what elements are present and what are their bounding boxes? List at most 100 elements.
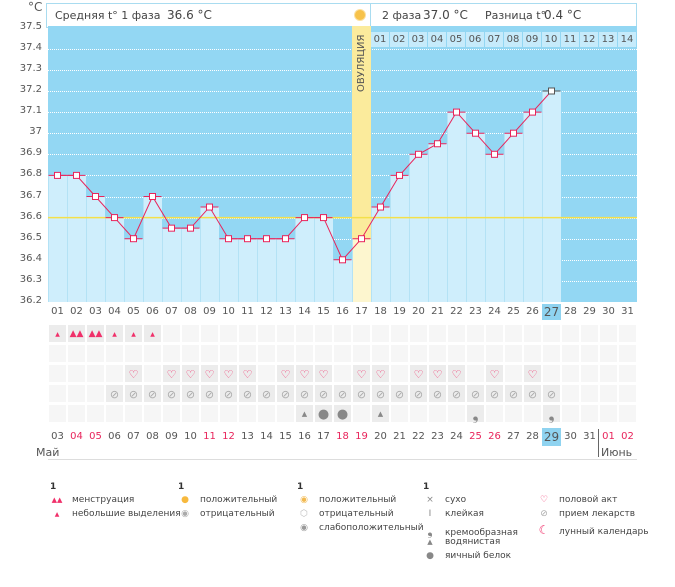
pill-icon[interactable]: ⊘ (219, 384, 238, 403)
pill-icon[interactable]: ⊘ (333, 384, 352, 403)
spotting-icon[interactable]: ▲ (105, 324, 124, 343)
calendar-date: 07 (127, 431, 140, 442)
temperature-point[interactable] (92, 193, 99, 200)
spotting-icon[interactable]: ▲ (124, 324, 143, 343)
y-tick-label: 37.5 (19, 20, 42, 32)
menstruation-icon[interactable]: ▲▲ (67, 324, 86, 343)
egg-white-icon[interactable]: ● (314, 404, 333, 423)
temperature-point[interactable] (301, 214, 308, 222)
y-tick-label: 37.1 (19, 105, 42, 117)
menstruation-icon[interactable]: ▲▲ (86, 324, 105, 343)
temperature-point[interactable] (225, 235, 232, 243)
heart-icon[interactable]: ♡ (428, 364, 447, 383)
temperature-point[interactable] (263, 235, 270, 243)
temperature-point[interactable] (54, 171, 61, 179)
pill-icon[interactable]: ⊘ (447, 384, 466, 403)
temperature-point[interactable] (358, 235, 365, 243)
cycle-day-label: 30 (602, 306, 615, 317)
heart-icon[interactable]: ♡ (352, 364, 371, 383)
temperature-point[interactable] (244, 235, 251, 243)
pill-icon[interactable]: ⊘ (181, 384, 200, 403)
heart-icon[interactable]: ♡ (314, 364, 333, 383)
pill-icon[interactable]: ⊘ (124, 384, 143, 403)
temperature-point[interactable] (149, 193, 156, 200)
cycle-day-label: 21 (431, 306, 444, 317)
empty-cell (333, 364, 352, 383)
pill-icon[interactable]: ⊘ (409, 384, 428, 403)
spotting-icon[interactable]: ▲ (143, 324, 162, 343)
pill-icon[interactable]: ⊘ (314, 384, 333, 403)
temperature-point[interactable] (529, 108, 536, 116)
heart-icon[interactable]: ♡ (181, 364, 200, 383)
legend-item-label: водянистая (445, 537, 501, 547)
temperature-point[interactable] (320, 214, 327, 222)
temperature-point[interactable] (491, 150, 498, 158)
cycle-day-label: 10 (222, 306, 235, 317)
pill-icon[interactable]: ⊘ (428, 384, 447, 403)
egg-white-icon[interactable]: ● (333, 404, 352, 423)
ovulation-positive-icon: ● (181, 495, 189, 505)
empty-cell (257, 364, 276, 383)
spotting-icon[interactable]: ▲ (48, 324, 67, 343)
heart-icon[interactable]: ♡ (523, 364, 542, 383)
creamy-icon[interactable]: ❟ (542, 404, 561, 424)
heart-icon[interactable]: ♡ (485, 364, 504, 383)
empty-cell (542, 364, 561, 383)
temperature-point[interactable] (282, 235, 289, 243)
empty-cell (181, 344, 200, 363)
temperature-point[interactable] (434, 140, 441, 148)
pill-icon[interactable]: ⊘ (276, 384, 295, 403)
heart-icon[interactable]: ♡ (295, 364, 314, 383)
pill-icon[interactable]: ⊘ (200, 384, 219, 403)
temperature-point[interactable] (453, 108, 460, 116)
pill-icon[interactable]: ⊘ (485, 384, 504, 403)
pill-icon[interactable]: ⊘ (105, 384, 124, 403)
temperature-point[interactable] (339, 256, 346, 264)
pill-icon[interactable]: ⊘ (295, 384, 314, 403)
temperature-point[interactable] (396, 171, 403, 179)
y-unit: °C (28, 0, 43, 14)
pill-icon[interactable]: ⊘ (542, 384, 561, 403)
pill-icon[interactable]: ⊘ (390, 384, 409, 403)
creamy-icon[interactable]: ❟ (466, 404, 485, 424)
pill-icon[interactable]: ⊘ (143, 384, 162, 403)
temperature-point[interactable] (548, 87, 555, 95)
temperature-point[interactable] (510, 129, 517, 137)
pill-icon[interactable]: ⊘ (466, 384, 485, 403)
watery-icon[interactable]: ▲ (295, 404, 314, 423)
empty-cell (599, 364, 618, 383)
heart-icon[interactable]: ♡ (162, 364, 181, 383)
heart-icon[interactable]: ♡ (219, 364, 238, 383)
pill-icon[interactable]: ⊘ (352, 384, 371, 403)
temperature-point[interactable] (187, 224, 194, 232)
pill-icon[interactable]: ⊘ (523, 384, 542, 403)
temperature-point[interactable] (168, 224, 175, 232)
heart-icon[interactable]: ♡ (276, 364, 295, 383)
pill-icon[interactable]: ⊘ (257, 384, 276, 403)
cycle-day-label: 28 (564, 306, 577, 317)
empty-cell (504, 344, 523, 363)
temperature-point[interactable] (415, 150, 422, 158)
pill-icon[interactable]: ⊘ (238, 384, 257, 403)
temperature-point[interactable] (73, 171, 80, 179)
heart-icon[interactable]: ♡ (409, 364, 428, 383)
watery-icon[interactable]: ▲ (371, 404, 390, 423)
empty-cell (162, 324, 181, 343)
temperature-point[interactable] (377, 203, 384, 211)
temperature-bar (48, 175, 67, 302)
empty-cell (447, 404, 466, 423)
pill-icon[interactable]: ⊘ (504, 384, 523, 403)
heart-icon[interactable]: ♡ (447, 364, 466, 383)
empty-cell (143, 344, 162, 363)
heart-icon[interactable]: ♡ (124, 364, 143, 383)
legend-item: ⬡ отрицательный (297, 509, 394, 519)
pill-icon[interactable]: ⊘ (371, 384, 390, 403)
temperature-point[interactable] (472, 129, 479, 137)
temperature-point[interactable] (206, 203, 213, 211)
heart-icon[interactable]: ♡ (238, 364, 257, 383)
heart-icon[interactable]: ♡ (200, 364, 219, 383)
heart-icon[interactable]: ♡ (371, 364, 390, 383)
temperature-point[interactable] (111, 214, 118, 222)
pill-icon[interactable]: ⊘ (162, 384, 181, 403)
temperature-point[interactable] (130, 235, 137, 243)
